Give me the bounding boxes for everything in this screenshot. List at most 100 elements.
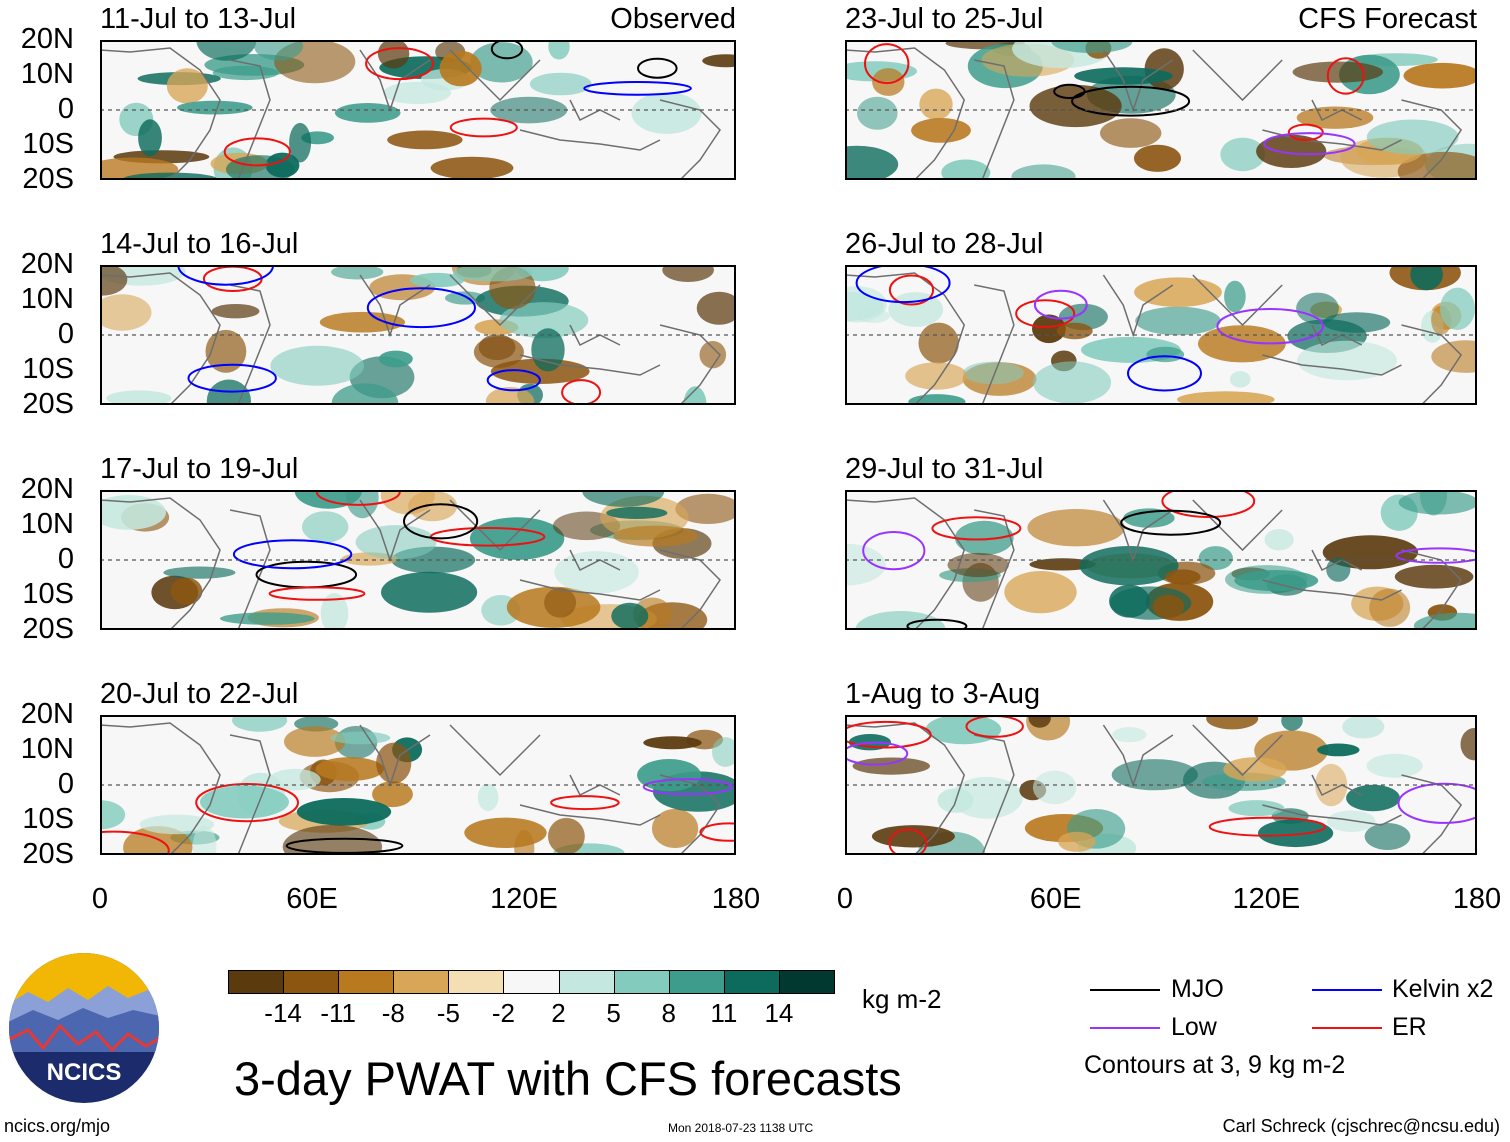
pwat-anomaly-blob [1460,728,1477,761]
pwat-anomaly-blob [1229,371,1251,388]
mjo-contour [285,837,404,854]
coastline [845,722,966,855]
pwat-anomaly-blob [544,587,577,618]
coastline [1192,49,1283,102]
er-contour [100,830,170,855]
panel-title: 23-Jul to 25-Jul [845,3,1044,35]
coastline [845,272,966,405]
pwat-anomaly-blob [200,785,289,819]
panel-frame [845,715,1477,855]
pwat-anomaly-blob [1326,557,1351,582]
pwat-anomaly-blob [683,386,707,405]
legend-kelvin-line [1312,989,1382,991]
pwat-anomaly-blob [1224,280,1246,313]
panel-title: 11-Jul to 13-Jul [100,3,297,35]
pwat-anomaly-blob [1258,819,1334,848]
pwat-anomaly-blob [702,54,736,68]
legend-er-label: ER [1392,1013,1427,1041]
footer-url[interactable]: ncics.org/mjo [4,1116,111,1136]
pwat-anomaly-blob [212,65,279,81]
pwat-anomaly-blob [477,783,499,812]
pwat-anomaly-blob [637,759,702,792]
lat-label: 0 [57,318,74,350]
panel-title: 20-Jul to 22-Jul [100,678,299,710]
er-contour [429,527,546,547]
pwat-anomaly-blob [284,726,346,757]
panel-title: 17-Jul to 19-Jul [100,453,299,485]
lon-label: 120E [1232,883,1301,915]
er-contour [845,720,932,749]
pwat-anomaly-blob [302,511,349,543]
pwat-anomaly-blob [1296,292,1339,325]
er-contour [888,274,935,306]
coastline [519,579,661,601]
pwat-anomaly-blob [1135,306,1221,336]
colorbar-tick-label: -5 [436,998,460,1028]
colorbar-tick-label: -2 [491,998,516,1028]
panel-frame [100,715,736,855]
pwat-anomaly-blob [473,336,524,368]
er-contour [699,822,736,842]
legend-kelvin-label: Kelvin x2 [1392,975,1494,1003]
er-contour [931,516,1022,541]
colorbar-units: kg m-2 [862,984,942,1014]
pwat-anomaly-blob [205,329,247,373]
pwat-anomaly-blob [1032,314,1066,344]
colorbar-tick-label: 11 [710,998,738,1028]
mjo-contour [1071,85,1191,117]
pwat-anomaly-blob [1134,277,1222,307]
pwat-anomaly-blob [1346,784,1400,812]
panel-title: 1-Aug to 3-Aug [845,678,1041,710]
pwat-anomaly-blob [430,156,514,180]
lon-label: 60E [286,883,338,915]
pwat-anomaly-blob [1074,67,1173,85]
low-contour [1263,132,1356,156]
pwat-map-panel [100,715,736,855]
pwat-anomaly-blob [611,602,649,630]
pwat-anomaly-blob [662,265,714,282]
pwat-anomaly-blob [675,493,736,524]
lat-label: 20S [22,613,74,645]
pwat-anomaly-blob [377,40,410,69]
pwat-anomaly-blob [138,119,162,157]
pwat-anomaly-blob [372,781,413,808]
pwat-map-panel [845,715,1477,855]
pwat-anomaly-blob [232,715,288,732]
legend-contours-note: Contours at 3, 9 kg m-2 [1084,1051,1346,1079]
lat-label: 0 [57,768,74,800]
pwat-anomaly-blob [1152,594,1185,619]
pwat-anomaly-blob [554,551,639,594]
pwat-anomaly-blob [1403,62,1477,89]
pwat-anomaly-blob [106,390,172,405]
pwat-anomaly-blob [1297,340,1397,381]
colorbar [228,970,835,996]
kelvin-contour [855,265,951,304]
pwat-anomaly-blob [100,265,128,296]
lat-label: 0 [57,543,74,575]
panel-title: 29-Jul to 31-Jul [845,453,1044,485]
er-contour [449,117,518,138]
pwat-anomaly-blob [1028,715,1051,728]
coastline [1262,804,1402,826]
er-contour [365,47,435,81]
pwat-anomaly-blob [1011,164,1076,180]
coastline [1192,724,1283,777]
pwat-anomaly-blob [453,265,533,282]
panel-frame [100,40,736,180]
colorbar-swatch [668,970,725,994]
pwat-anomaly-blob [652,808,699,849]
pwat-anomaly-blob [269,768,321,791]
lat-label: 10S [22,803,74,835]
panel-frame [845,490,1477,630]
colorbar-tick-label: 14 [764,998,794,1028]
coastline [1401,324,1463,405]
coastline [449,274,541,327]
colorbar-swatch [228,970,285,994]
mjo-contour [490,40,524,60]
pwat-anomaly-blob [845,291,884,321]
pwat-anomaly-blob [1431,340,1477,373]
pwat-map-panel [100,265,736,405]
lon-label: 0 [91,883,109,915]
coastline [1262,129,1402,151]
pwat-anomaly-blob [1256,134,1327,168]
